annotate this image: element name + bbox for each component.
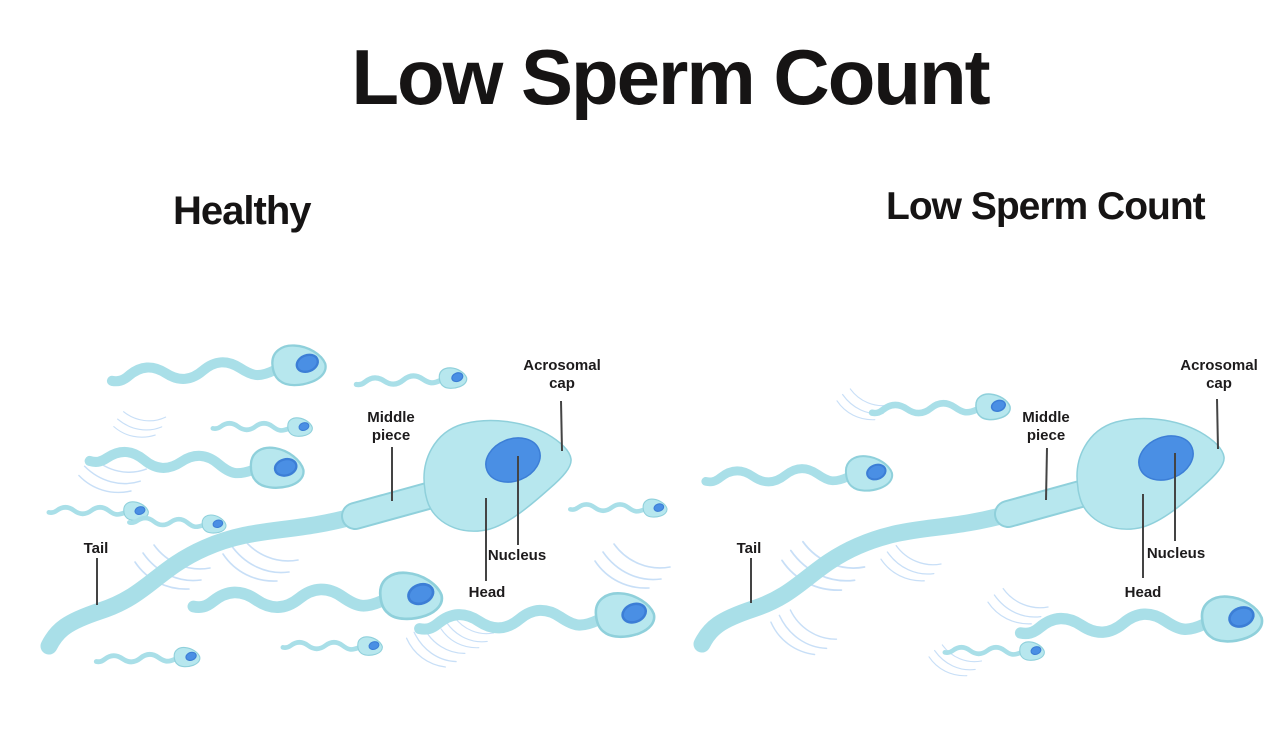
motion-arcs <box>880 544 942 582</box>
sperm-cell <box>110 343 326 398</box>
sperm-cell <box>89 438 305 489</box>
sperm-cell <box>705 455 893 496</box>
sperm-cell <box>1019 595 1263 653</box>
sperm-cell <box>418 591 655 647</box>
leader-line-middle-piece <box>1045 447 1048 501</box>
motion-arcs <box>110 400 170 446</box>
sperm-cell <box>356 367 467 393</box>
motion-arcs <box>836 388 891 421</box>
sperm-cell <box>213 418 312 436</box>
motion-arcs <box>594 543 671 589</box>
leader-line-acrosomal-cap <box>1216 398 1219 450</box>
label-nucleus: Nucleus <box>1147 545 1205 562</box>
label-tail: Tail <box>84 540 109 557</box>
page-title: Low Sperm Count <box>351 33 990 121</box>
sperm-cell <box>872 393 1011 423</box>
heading-healthy: Healthy <box>173 189 311 233</box>
sperm-cell <box>192 571 442 626</box>
label-nucleus: Nucleus <box>488 547 546 564</box>
sperm-cell <box>945 642 1044 660</box>
sperm-layer <box>49 343 1263 670</box>
label-acrosomal-cap: Acrosomal cap <box>523 357 601 392</box>
label-acrosomal-cap: Acrosomal cap <box>1180 357 1258 392</box>
sperm-cell <box>49 502 148 520</box>
heading-low-sperm-count: Low Sperm Count <box>886 185 1206 228</box>
panel-low-sperm-count-labels: Acrosomal cap Middle piece Nucleus Head Tail <box>737 357 1258 603</box>
panel-healthy-sperm <box>49 343 667 670</box>
label-middle-piece: Middle piece <box>367 409 415 444</box>
sperm-cell <box>96 647 200 670</box>
label-tail: Tail <box>737 540 762 557</box>
motion-arcs <box>987 587 1049 625</box>
label-head: Head <box>1125 584 1162 601</box>
sperm-cell <box>283 637 382 655</box>
motion-arcs <box>765 606 841 659</box>
label-middle-piece: Middle piece <box>1022 409 1070 444</box>
sperm-cell <box>570 499 667 517</box>
leader-line-acrosomal-cap <box>560 400 563 452</box>
panel-healthy-labels: Acrosomal cap Middle piece Nucleus Head Tail <box>84 357 601 605</box>
label-head: Head <box>469 584 506 601</box>
panel-low-sperm-count-sperm <box>702 393 1263 660</box>
